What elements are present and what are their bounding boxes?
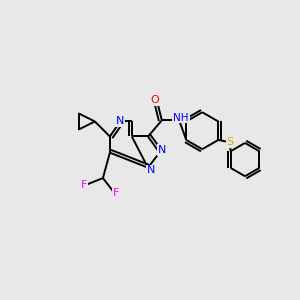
Text: F: F <box>81 180 87 190</box>
Text: N: N <box>116 116 124 127</box>
Text: NH: NH <box>173 112 189 122</box>
Text: N: N <box>158 145 166 155</box>
Text: O: O <box>151 95 159 105</box>
Text: N: N <box>147 165 155 176</box>
Text: S: S <box>226 137 233 147</box>
Text: F: F <box>113 188 119 198</box>
